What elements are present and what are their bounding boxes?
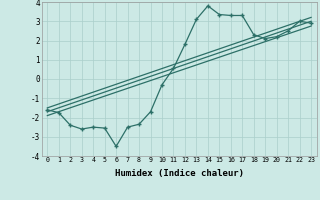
X-axis label: Humidex (Indice chaleur): Humidex (Indice chaleur)	[115, 169, 244, 178]
